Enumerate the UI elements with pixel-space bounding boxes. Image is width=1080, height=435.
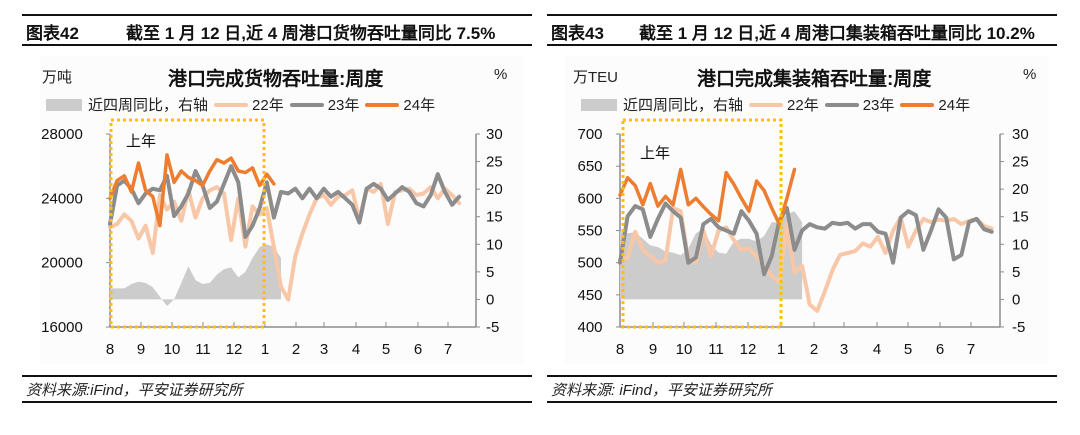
left-tick-label: 500 bbox=[577, 255, 602, 272]
x-tick-label: 6 bbox=[414, 341, 422, 358]
left-tick-label: 16000 bbox=[41, 319, 83, 336]
figure-title: 截至 1 月 12 日,近 4 周港口集装箱吞吐量同比 10.2% bbox=[639, 24, 1035, 43]
right-tick-label: 25 bbox=[1012, 154, 1029, 171]
series-line-23 bbox=[618, 201, 994, 277]
figure-title: 截至 1 月 12 日,近 4 周港口货物吞吐量同比 7.5% bbox=[126, 24, 496, 43]
x-tick-label: 2 bbox=[292, 341, 300, 358]
legend-swatch-24 bbox=[365, 102, 400, 107]
annotation-label: 上年 bbox=[640, 145, 670, 162]
highlight-box bbox=[621, 118, 783, 329]
right-tick-label: 25 bbox=[486, 154, 503, 171]
source-note: 资料来源:iFind，平安证券研究所 bbox=[22, 375, 532, 403]
x-tick-label: 10 bbox=[676, 341, 693, 358]
figure-panel-42: 图表42 截至 1 月 12 日,近 4 周港口货物吞吐量同比 7.5% 万吨 … bbox=[22, 0, 532, 435]
right-tick-label: 15 bbox=[486, 209, 503, 226]
x-tick-label: 1 bbox=[777, 341, 785, 358]
x-tick-label: 6 bbox=[936, 341, 944, 358]
right-tick-label: 0 bbox=[1012, 291, 1020, 308]
x-tick-label: 4 bbox=[352, 341, 360, 358]
series-line-23 bbox=[108, 164, 462, 239]
right-tick-label: 30 bbox=[486, 126, 503, 143]
right-axis-unit: % bbox=[494, 66, 508, 83]
legend-label-23: 23年 bbox=[862, 97, 895, 114]
right-tick-label: -5 bbox=[486, 319, 499, 336]
chart-area bbox=[40, 56, 524, 364]
x-tick-label: 9 bbox=[137, 341, 145, 358]
left-tick-label: 650 bbox=[577, 158, 602, 175]
right-tick-label: -5 bbox=[1012, 319, 1025, 336]
right-tick-label: 15 bbox=[1012, 209, 1029, 226]
legend-swatch-22 bbox=[214, 102, 249, 107]
legend-swatch-area bbox=[581, 98, 617, 111]
series-line-24 bbox=[618, 167, 797, 226]
legend-swatch-22 bbox=[749, 102, 784, 107]
left-tick-label: 450 bbox=[577, 287, 602, 304]
x-tick-label: 4 bbox=[873, 341, 881, 358]
chart-legend: 近四周同比，右轴 22年 23年 24年 bbox=[581, 94, 970, 115]
x-tick-label: 9 bbox=[649, 341, 657, 358]
x-tick-label: 10 bbox=[164, 341, 181, 358]
left-axis-unit: 万TEU bbox=[573, 69, 619, 86]
x-tick-label: 8 bbox=[106, 341, 114, 358]
x-tick-label: 5 bbox=[904, 341, 912, 358]
chart-title: 港口完成货物吞吐量:周度 bbox=[168, 69, 384, 90]
left-tick-label: 700 bbox=[577, 126, 602, 143]
legend-label-23: 23年 bbox=[327, 97, 360, 114]
left-tick-label: 24000 bbox=[41, 190, 83, 207]
right-axis-unit: % bbox=[1023, 66, 1037, 83]
chart-legend: 近四周同比，右轴 22年 23年 24年 bbox=[46, 94, 435, 115]
x-tick-label: 3 bbox=[320, 341, 328, 358]
x-tick-label: 11 bbox=[708, 341, 724, 358]
x-tick-label: 1 bbox=[261, 341, 269, 358]
left-tick-label: 400 bbox=[577, 319, 602, 336]
right-tick-label: 30 bbox=[1012, 126, 1029, 143]
right-tick-label: 10 bbox=[486, 236, 503, 253]
chart-title: 港口完成集装箱吞吐量:周度 bbox=[697, 69, 932, 90]
right-tick-label: 20 bbox=[1012, 181, 1029, 198]
right-tick-label: 5 bbox=[486, 264, 494, 281]
x-tick-label: 5 bbox=[382, 341, 390, 358]
legend-swatch-area bbox=[46, 98, 82, 111]
figure-panel-43: 图表43 截至 1 月 12 日,近 4 周港口集装箱吞吐量同比 10.2% 万… bbox=[547, 0, 1057, 435]
left-axis-unit: 万吨 bbox=[42, 69, 73, 86]
x-tick-label: 12 bbox=[740, 341, 757, 358]
legend-label-24: 24年 bbox=[403, 97, 436, 114]
x-tick-label: 12 bbox=[226, 341, 243, 358]
legend-label-24: 24年 bbox=[938, 97, 971, 114]
legend-label-yoy: 近四周同比，右轴 bbox=[88, 97, 209, 114]
left-tick-label: 600 bbox=[577, 190, 602, 207]
chart-area bbox=[565, 56, 1049, 364]
x-tick-label: 7 bbox=[444, 341, 452, 358]
figure-header: 图表43 截至 1 月 12 日,近 4 周港口集装箱吞吐量同比 10.2% bbox=[547, 14, 1057, 46]
left-tick-label: 550 bbox=[577, 223, 602, 240]
legend-swatch-23 bbox=[824, 102, 859, 107]
x-tick-label: 2 bbox=[810, 341, 818, 358]
x-tick-label: 8 bbox=[616, 341, 624, 358]
x-tick-label: 7 bbox=[967, 341, 975, 358]
legend-label-22: 22年 bbox=[787, 97, 819, 114]
source-text: 资料来源: iFind，平安证券研究所 bbox=[551, 382, 772, 399]
right-tick-label: 10 bbox=[1012, 236, 1029, 253]
right-tick-label: 0 bbox=[486, 291, 494, 308]
source-note: 资料来源: iFind，平安证券研究所 bbox=[547, 375, 1057, 403]
legend-swatch-24 bbox=[900, 102, 935, 107]
right-tick-label: 20 bbox=[486, 181, 503, 198]
annotation-label: 上年 bbox=[126, 133, 156, 150]
legend-label-22: 22年 bbox=[252, 97, 284, 114]
x-tick-label: 3 bbox=[840, 341, 848, 358]
series-line-24 bbox=[108, 153, 276, 228]
left-tick-label: 28000 bbox=[41, 126, 83, 143]
figure-number: 图表42 bbox=[26, 24, 79, 43]
x-tick-label: 11 bbox=[195, 341, 211, 358]
legend-swatch-23 bbox=[289, 102, 324, 107]
figure-header: 图表42 截至 1 月 12 日,近 4 周港口货物吞吐量同比 7.5% bbox=[22, 14, 532, 46]
figure-number: 图表43 bbox=[551, 24, 604, 43]
legend-label-yoy: 近四周同比，右轴 bbox=[623, 97, 744, 114]
left-tick-label: 20000 bbox=[41, 255, 83, 272]
source-text: 资料来源:iFind，平安证券研究所 bbox=[26, 382, 243, 399]
right-tick-label: 5 bbox=[1012, 264, 1020, 281]
yoy-area bbox=[110, 244, 281, 306]
